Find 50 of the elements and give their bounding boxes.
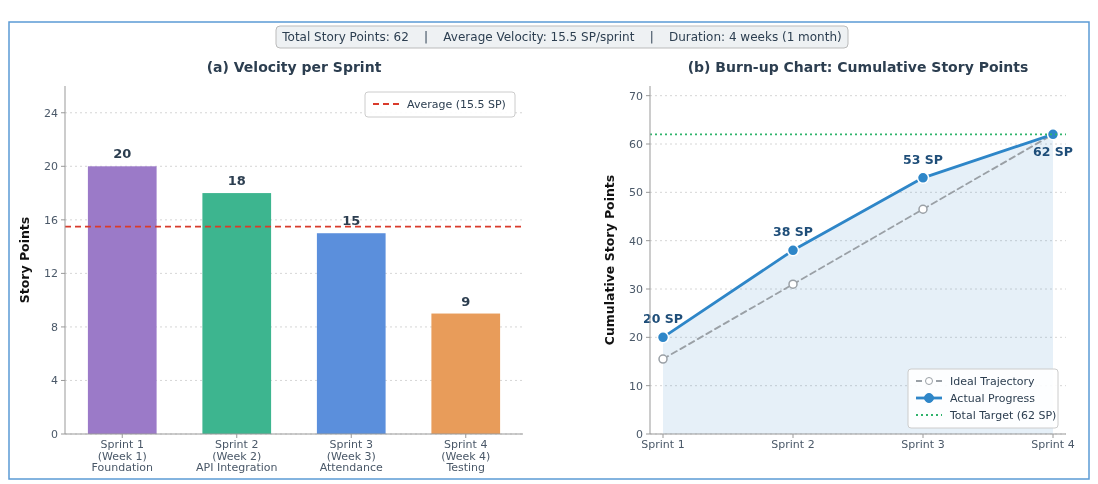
x-tick-label: Sprint 2 [771, 438, 815, 451]
y-tick-label: 16 [44, 213, 58, 227]
chart-title: (a) Velocity per Sprint [206, 59, 382, 75]
legend-label: Total Target (62 SP) [949, 408, 1057, 422]
text: Total Story Points: 62 | Average Velocity: 15.5 SP/sprint | Duration: 4 weeks (1 month) [281, 30, 842, 45]
y-tick-label: 20 [44, 160, 58, 174]
y-tick-label: 24 [44, 106, 58, 120]
data-label: 38 SP [773, 224, 813, 240]
y-tick-label: 10 [629, 379, 643, 393]
y-tick-label: 50 [629, 186, 643, 200]
bar [431, 313, 501, 434]
x-tick-label: Sprint 3 (Week 3) Attendance [319, 438, 384, 474]
bar [87, 166, 157, 434]
y-tick-label: 0 [51, 427, 58, 441]
legend-label: Average (15.5 SP) [407, 97, 506, 111]
x-tick-label: Sprint 3 [901, 438, 945, 451]
x-tick-label: Sprint 1 (Week 1) Foundation [91, 438, 153, 474]
y-tick-label: 20 [629, 331, 643, 345]
data-label: 62 SP [1033, 144, 1073, 160]
point [786, 244, 800, 257]
y-axis-title: Cumulative Story Points [602, 174, 617, 346]
bar [202, 193, 272, 434]
x-tick-label: Sprint 4 (Week 4) Testing [441, 438, 491, 474]
y-tick-label: 70 [629, 89, 643, 103]
data-label: 18 [227, 173, 246, 189]
data-label: 20 SP [643, 311, 683, 327]
point [918, 204, 928, 214]
data-label: 53 SP [903, 151, 943, 167]
y-tick-label: 0 [636, 427, 643, 441]
data-label: 9 [461, 293, 471, 309]
y-tick-label: 40 [629, 234, 643, 248]
x-tick-label: Sprint 1 [641, 438, 685, 451]
y-tick-label: 12 [44, 267, 58, 281]
point [656, 331, 670, 344]
point [658, 354, 668, 364]
bar [316, 233, 386, 434]
y-tick-label: 8 [51, 320, 58, 334]
point [788, 279, 798, 289]
legend-label: Ideal Trajectory [950, 374, 1036, 388]
y-tick-label: 60 [629, 137, 643, 151]
data-label: 15 [342, 213, 361, 229]
y-tick-label: 4 [51, 374, 58, 388]
point [916, 171, 930, 185]
legend-label: Actual Progress [950, 391, 1036, 405]
y-tick-label: 30 [629, 282, 643, 296]
x-tick-label: Sprint 2 (Week 2) API Integration [195, 438, 278, 474]
chart-title: (b) Burn-up Chart: Cumulative Story Points [687, 59, 1029, 75]
y-axis-title: Story Points [17, 216, 32, 304]
data-label: 20 [113, 146, 132, 162]
x-tick-label: Sprint 4 [1031, 438, 1075, 451]
